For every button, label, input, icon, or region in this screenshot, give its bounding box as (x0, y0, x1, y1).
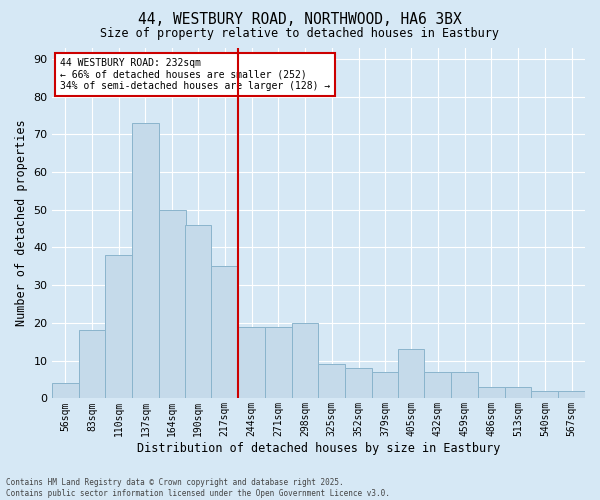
Bar (372, 372, 398, 398)
X-axis label: Distribution of detached houses by size in Eastbury: Distribution of detached houses by size … (137, 442, 500, 455)
Bar (398, 350, 424, 399)
Bar (478, 387, 505, 398)
Y-axis label: Number of detached properties: Number of detached properties (15, 120, 28, 326)
Bar (265, 326, 292, 398)
Bar (185, 225, 211, 398)
Text: 44, WESTBURY ROAD, NORTHWOOD, HA6 3BX: 44, WESTBURY ROAD, NORTHWOOD, HA6 3BX (138, 12, 462, 28)
Bar (106, 255, 132, 398)
Bar (211, 266, 238, 398)
Text: 44 WESTBURY ROAD: 232sqm
← 66% of detached houses are smaller (252)
34% of semi-: 44 WESTBURY ROAD: 232sqm ← 66% of detach… (60, 58, 330, 91)
Bar (238, 326, 265, 398)
Bar (505, 387, 532, 398)
Bar (451, 372, 478, 398)
Bar (319, 364, 345, 398)
Bar (345, 368, 372, 398)
Bar (132, 123, 159, 398)
Text: Size of property relative to detached houses in Eastbury: Size of property relative to detached ho… (101, 28, 499, 40)
Bar (424, 372, 451, 398)
Bar (159, 210, 185, 398)
Bar (558, 391, 585, 398)
Bar (79, 330, 106, 398)
Bar (52, 384, 79, 398)
Bar (532, 391, 558, 398)
Text: Contains HM Land Registry data © Crown copyright and database right 2025.
Contai: Contains HM Land Registry data © Crown c… (6, 478, 390, 498)
Bar (292, 323, 319, 398)
